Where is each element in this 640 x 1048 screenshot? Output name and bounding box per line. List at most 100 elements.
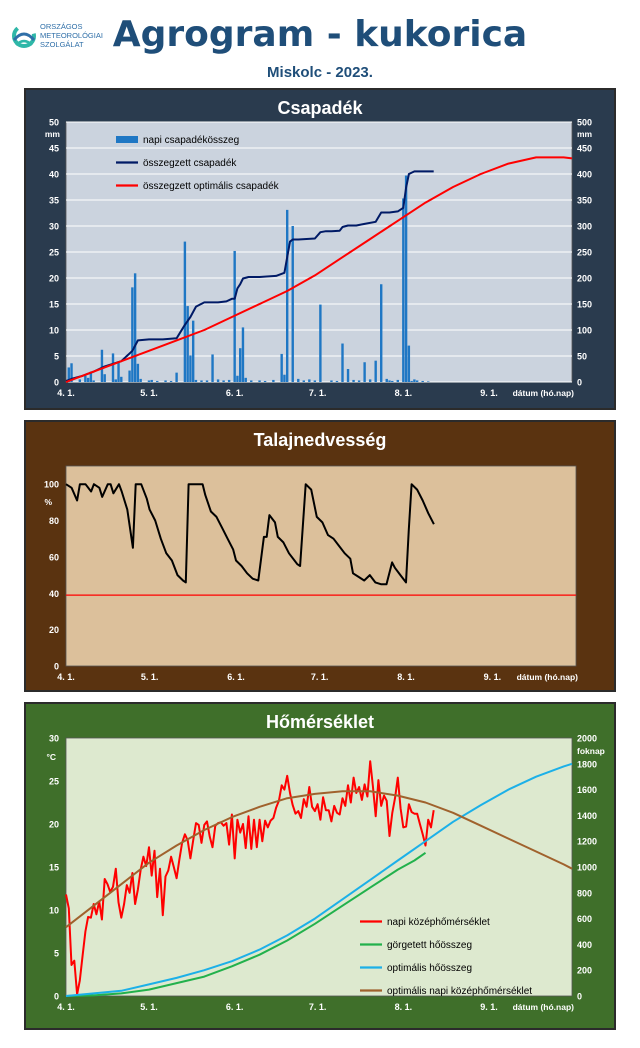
bar-55 bbox=[341, 343, 344, 382]
omsz-logo: ORSZÁGOS METEOROLÓGIAI SZOLGÁLAT bbox=[12, 22, 103, 49]
bar-38 bbox=[241, 327, 245, 382]
y-tick-label-right: 350 bbox=[577, 196, 592, 206]
bar-8 bbox=[103, 374, 106, 382]
logo-line-1: ORSZÁGOS bbox=[40, 22, 83, 31]
x-tick-label: 6. 1. bbox=[226, 388, 244, 398]
y-tick-label-left: 20 bbox=[49, 625, 59, 635]
bar-25 bbox=[186, 306, 189, 382]
y-tick-label-left: 60 bbox=[49, 552, 59, 562]
x-tick-label: 4. 1. bbox=[57, 1002, 75, 1012]
temp-chart: 0 5 10 15 20 25 30 0 200 400 600 800 1000 1200 1400 160… bbox=[46, 734, 604, 1013]
bar-46 bbox=[286, 209, 289, 382]
bar-48 bbox=[297, 378, 300, 382]
y-tick-label-right: 0 bbox=[577, 992, 582, 1002]
bar-58 bbox=[357, 380, 361, 382]
omsz-logo-mark bbox=[12, 24, 36, 48]
bar-65 bbox=[391, 380, 394, 382]
bar-18 bbox=[147, 380, 151, 382]
x-tick-label: 5. 1. bbox=[140, 1002, 158, 1012]
x-tick-label: 9. 1. bbox=[484, 672, 502, 682]
y-tick-label-right: 200 bbox=[577, 966, 592, 976]
bar-24 bbox=[183, 241, 187, 382]
bar-73 bbox=[421, 380, 424, 382]
y-tick-label-left: 5 bbox=[54, 949, 59, 959]
page-subtitle: Miskolc - 2023. bbox=[267, 64, 373, 81]
bar-63 bbox=[385, 378, 388, 382]
precip-chart-title: Csapadék bbox=[277, 98, 363, 118]
y-tick-label-right: 1600 bbox=[577, 785, 597, 795]
bar-10 bbox=[114, 379, 117, 382]
y-tick-label-left: 15 bbox=[49, 863, 59, 873]
y-tick-label-left: 10 bbox=[49, 906, 59, 916]
bar-32 bbox=[216, 379, 220, 382]
y-axis-unit-right: mm bbox=[577, 129, 593, 139]
bar-72 bbox=[415, 380, 419, 382]
bar-41 bbox=[258, 380, 261, 382]
y-tick-label-left: 30 bbox=[49, 222, 59, 232]
bar-28 bbox=[194, 379, 198, 382]
bar-49 bbox=[302, 380, 305, 382]
bar-54 bbox=[335, 380, 339, 382]
bar-23 bbox=[175, 372, 178, 382]
bar-43 bbox=[272, 379, 275, 382]
y-tick-label-right: 250 bbox=[577, 248, 592, 258]
x-tick-label: 4. 1. bbox=[57, 672, 75, 682]
bar-7 bbox=[100, 349, 104, 382]
y-tick-label-left: 20 bbox=[49, 820, 59, 830]
bar-30 bbox=[205, 380, 209, 382]
x-tick-label: 6. 1. bbox=[227, 672, 245, 682]
y-tick-label-left: 45 bbox=[49, 144, 59, 154]
bar-9 bbox=[111, 353, 115, 382]
series-line-2 bbox=[65, 762, 573, 997]
y-tick-label-right: 450 bbox=[577, 144, 592, 154]
series-line-1 bbox=[65, 851, 427, 997]
y-tick-label-left: 100 bbox=[44, 480, 59, 490]
bar-47 bbox=[291, 226, 294, 382]
bar-36 bbox=[236, 375, 239, 382]
y-tick-label-right: 1400 bbox=[577, 811, 597, 821]
bar-6 bbox=[92, 380, 95, 382]
bar-70 bbox=[410, 380, 413, 382]
y-tick-label-right: 1200 bbox=[577, 837, 597, 847]
page-title: Agrogram - kukorica bbox=[112, 14, 528, 55]
precip-chart: 0510152025303540455005010015020025030035… bbox=[45, 118, 593, 399]
x-tick-label: 7. 1. bbox=[309, 388, 327, 398]
bar-21 bbox=[164, 380, 167, 382]
series-line-1 bbox=[65, 170, 434, 382]
bar-67 bbox=[402, 198, 405, 382]
legend-entry: összegzett csapadék bbox=[143, 158, 237, 169]
bar-44 bbox=[280, 353, 283, 382]
soil-chart-title: Talajnedvesség bbox=[253, 430, 387, 450]
bar-1 bbox=[70, 363, 73, 382]
temp-chart-title: Hőmérséklet bbox=[265, 712, 375, 732]
x-tick-label: 8. 1. bbox=[395, 1002, 413, 1012]
legend-entry: optimális napi középhőmérséklet bbox=[387, 986, 532, 997]
bar-34 bbox=[227, 379, 231, 382]
y-tick-label-right: 200 bbox=[577, 274, 592, 284]
bar-61 bbox=[374, 360, 377, 382]
y-tick-label-left: 40 bbox=[49, 589, 59, 599]
y-tick-label-left: 0 bbox=[54, 378, 59, 388]
bar-13 bbox=[128, 370, 131, 382]
y-tick-label-left: 30 bbox=[49, 734, 59, 744]
y-tick-label-right: 100 bbox=[577, 326, 592, 336]
bar-4 bbox=[86, 377, 90, 382]
x-tick-label: 6. 1. bbox=[226, 1002, 244, 1012]
bar-74 bbox=[427, 381, 430, 382]
bar-26 bbox=[189, 355, 192, 382]
bar-19 bbox=[150, 379, 153, 382]
plot-area bbox=[65, 465, 577, 667]
legend-swatch bbox=[116, 136, 138, 143]
x-tick-label: 8. 1. bbox=[397, 672, 415, 682]
y-tick-label-left: 0 bbox=[54, 992, 59, 1002]
bar-60 bbox=[368, 379, 372, 382]
x-tick-label: 7. 1. bbox=[311, 672, 329, 682]
bar-3 bbox=[84, 375, 87, 382]
y-axis-unit-left: °C bbox=[46, 752, 56, 762]
bar-68 bbox=[404, 175, 408, 382]
y-axis-unit-left: mm bbox=[45, 129, 61, 139]
bar-20 bbox=[156, 380, 159, 382]
bar-22 bbox=[169, 380, 173, 382]
bar-66 bbox=[396, 379, 400, 382]
legend-entry: görgetett hőösszeg bbox=[387, 940, 472, 951]
